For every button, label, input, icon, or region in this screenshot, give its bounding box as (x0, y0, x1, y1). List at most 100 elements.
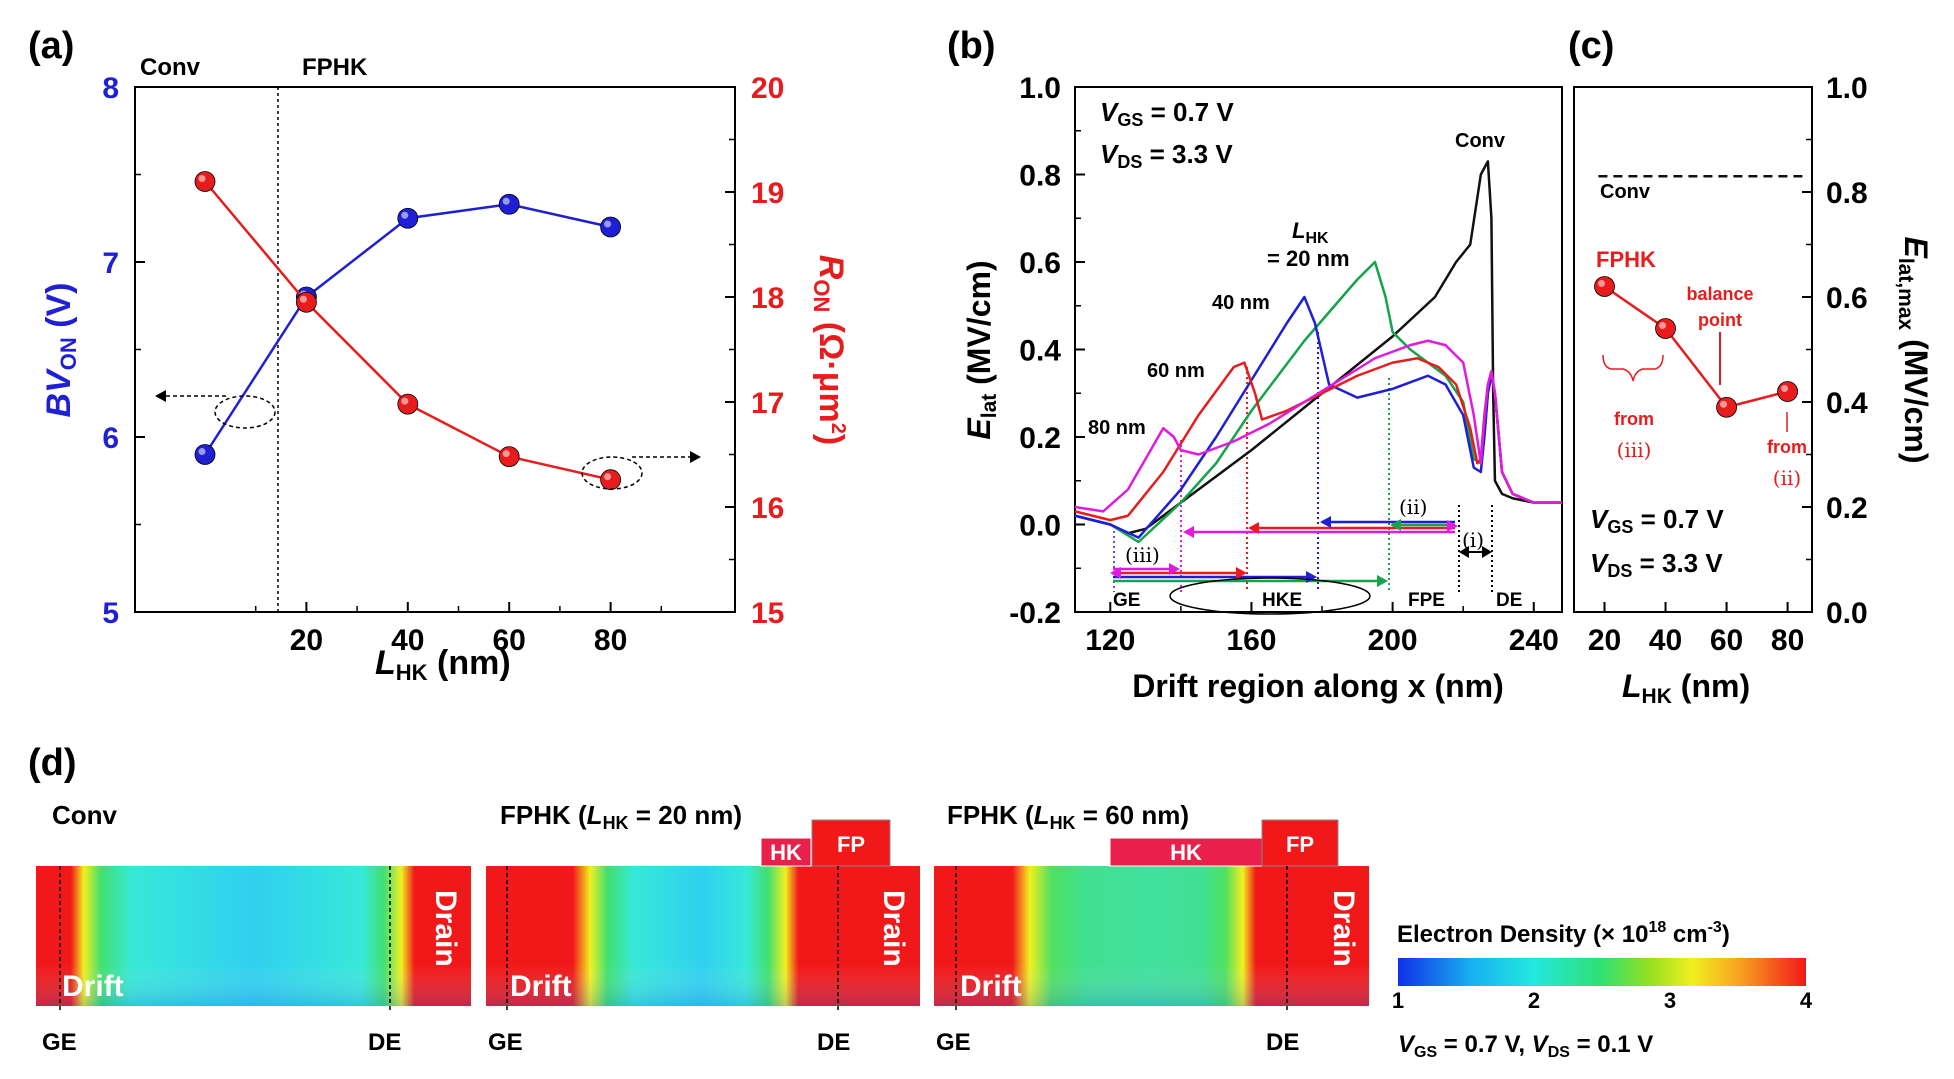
de-label: DE (817, 1029, 850, 1056)
x-tick-label: 40 (1649, 624, 1682, 657)
de-label: DE (368, 1029, 401, 1056)
y-tick-label: 0.0 (1019, 510, 1061, 543)
fp-label: FP (1286, 832, 1314, 857)
fp-label: FP (837, 832, 865, 857)
de-label: DE (1266, 1029, 1299, 1056)
b-hke-label: HKE (1262, 590, 1302, 611)
ge-label: GE (488, 1029, 523, 1056)
point-highlight (502, 197, 510, 205)
y-right-tick-label: 15 (751, 597, 784, 630)
panel-a-xlabel: LHK (nm) (375, 644, 511, 685)
bv-axis-arrowhead-icon (155, 390, 166, 402)
point-highlight (299, 295, 307, 303)
y-tick-label: 0.6 (1019, 247, 1061, 280)
y-tick-label: -0.2 (1009, 597, 1061, 630)
panel-a-chart: Conv FPHK 5 6 7 8 15 16 17 18 19 20 20 40 60 80 LHK (… (40, 54, 850, 685)
c-from-iii-brace (1602, 354, 1664, 382)
c-vgs-label: VGS = 0.7 V (1590, 504, 1724, 537)
d-bias-label: VGS = 0.7 V, VDS = 0.1 V (1398, 1031, 1653, 1061)
panel-label-a: (a) (28, 25, 74, 67)
b-40nm-label: 40 nm (1212, 292, 1270, 314)
x-tick-label: 20 (1588, 624, 1621, 657)
drain-label: Drain (429, 890, 462, 967)
x-tick-label: 60 (493, 624, 526, 657)
y-right-tick-label: 17 (751, 387, 784, 420)
y-right-tick-label: 19 (751, 177, 784, 210)
d-title-conv: Conv (52, 800, 118, 830)
point-highlight (1781, 385, 1789, 392)
panel-b-chart: -0.2 0.0 0.2 0.4 0.6 0.8 1.0 120 160 200 240 (961, 72, 1563, 704)
y-right-tick-label: 18 (751, 282, 784, 315)
arrowhead-icon (1377, 575, 1388, 587)
drift-label: Drift (960, 970, 1022, 1003)
b-vds-label: VDS = 3.3 V (1100, 139, 1233, 172)
hk-label: HK (770, 840, 802, 865)
density-map-fphk20: HK FP Drift Drain GE DE (486, 819, 920, 1056)
x-tick-label: 60 (1710, 624, 1743, 657)
density-map-fphk60-shade (934, 866, 1369, 1006)
y-left-tick-label: 8 (102, 72, 119, 105)
b-de-label: DE (1496, 590, 1522, 611)
panel-a-frame (134, 86, 736, 613)
y-left-tick-label: 5 (102, 597, 119, 630)
bv-on-point (600, 216, 621, 238)
colorbar-tick: 3 (1664, 988, 1676, 1013)
b-lhk20-value: = 20 nm (1267, 246, 1350, 271)
panel-a-series (194, 171, 621, 491)
panel-b-axes: -0.2 0.0 0.2 0.4 0.6 0.8 1.0 120 160 200 240 (1009, 72, 1559, 657)
fphk-point (1716, 396, 1737, 418)
bv-on-point (397, 207, 419, 229)
y-tick-label: 1.0 (1019, 72, 1061, 105)
ge-label: GE (42, 1029, 77, 1056)
c-fphk-label: FPHK (1596, 247, 1656, 272)
bv-series-indicator-ellipse (214, 395, 276, 429)
density-map-conv: Drift Drain GE DE (36, 866, 471, 1056)
fp-block (1261, 819, 1339, 867)
point-highlight (401, 211, 409, 219)
density-map-fphk60: HK FP Drift Drain GE DE (934, 819, 1369, 1056)
panel-a-ylabel-left: BVON (V) (40, 282, 81, 417)
colorbar-tick: 2 (1528, 988, 1540, 1013)
panel-label-b: (b) (947, 25, 996, 67)
panel-c-chart: 0.0 0.2 0.4 0.6 0.8 1.0 20 40 60 80 Conv FPHK bal… (1573, 72, 1934, 708)
b-conv-label: Conv (1455, 130, 1506, 152)
y-right-tick-label: 0.8 (1826, 177, 1868, 210)
colorbar-tick: 1 (1392, 988, 1404, 1013)
panel-d-density-maps: Conv FPHK (LHK = 20 nm) FPHK (LHK = 60 n… (36, 800, 1813, 1061)
d-title-fphk60: FPHK (LHK = 60 nm) (947, 800, 1189, 833)
x-tick-label: 40 (391, 624, 424, 657)
arrowhead-icon (1110, 567, 1121, 579)
arrowhead-icon (1248, 522, 1259, 534)
arrowhead-icon (1390, 519, 1401, 531)
x-tick-label: 200 (1368, 624, 1418, 657)
fphk-line (1603, 285, 1788, 409)
panel-label-c: (c) (1568, 25, 1614, 67)
hke-region-ellipse (1169, 577, 1371, 615)
c-from-iii-label: (iii) (1617, 438, 1652, 462)
panel-c-ylabel: Elat,max (MV/cm) (1894, 236, 1934, 463)
point-highlight (604, 220, 612, 228)
x-tick-label: 20 (290, 624, 323, 657)
r-on-point (397, 393, 419, 415)
panel-c-series (1594, 175, 1806, 418)
c-from-2-label: from (1767, 437, 1807, 457)
fphk-point (1777, 381, 1798, 402)
point-highlight (1598, 280, 1606, 287)
y-right-tick-label: 0.4 (1826, 387, 1868, 420)
panel-b-ylabel: Elat (MV/cm) (961, 260, 1001, 439)
x-tick-label: 240 (1509, 624, 1559, 657)
r-on-point (194, 171, 216, 192)
b-80nm-label: 80 nm (1088, 417, 1146, 439)
bv-on-line (203, 202, 611, 456)
r-on-point (295, 291, 317, 313)
ge-label: GE (936, 1029, 971, 1056)
y-right-tick-label: 16 (751, 492, 784, 525)
region-fphk-label: FPHK (302, 54, 368, 81)
drift-label: Drift (62, 970, 124, 1003)
panel-a-ylabel-right: RON (Ω·μm2) (809, 255, 850, 445)
c-conv-label: Conv (1600, 181, 1651, 203)
point-highlight (502, 450, 510, 458)
b-60nm-label: 60 nm (1147, 360, 1205, 382)
arrowhead-icon (1320, 516, 1331, 528)
hk-label: HK (1170, 840, 1202, 865)
